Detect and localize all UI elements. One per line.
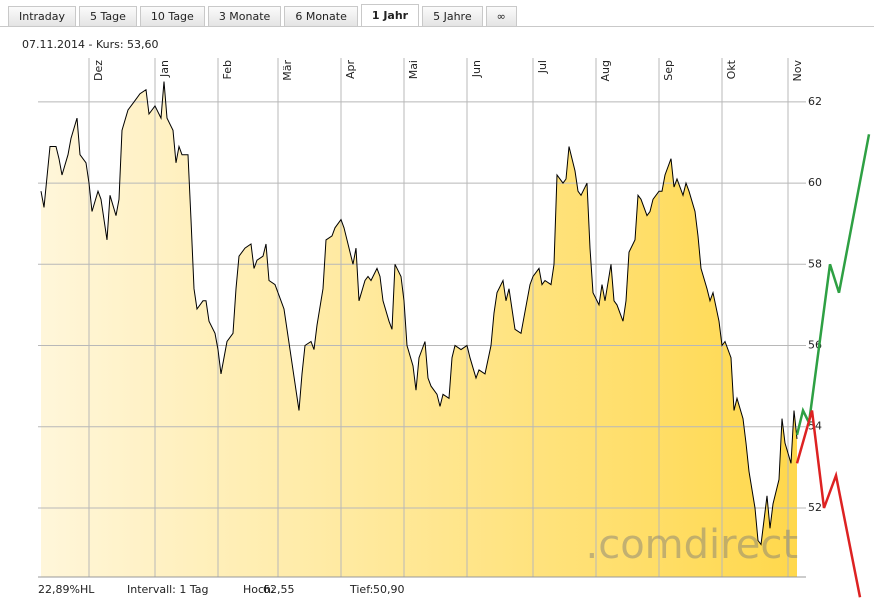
tab[interactable]: 6 Monate <box>284 6 358 26</box>
x-tick-label: Apr <box>344 60 357 80</box>
tab[interactable]: 3 Monate <box>207 6 282 26</box>
x-tick-label: Okt <box>725 59 738 79</box>
projection-line <box>795 134 871 436</box>
tab[interactable]: 5 Jahre <box>422 6 483 26</box>
tab-line <box>0 26 874 27</box>
footer-hl: 22,89%HL <box>38 583 95 596</box>
x-tick-label: Sep <box>662 60 675 81</box>
tab[interactable]: ∞ <box>485 6 517 26</box>
watermark: .comdirect <box>586 522 799 568</box>
x-tick-label: Mär <box>281 60 294 81</box>
projection-line <box>795 410 862 598</box>
footer-high-label: Hoch: <box>243 583 275 596</box>
footer-interval: Intervall: 1 Tag <box>127 583 209 596</box>
x-tick-label: Dez <box>92 60 105 81</box>
footer-low-label: Tief: <box>349 583 373 596</box>
y-tick-label: 58 <box>808 257 822 270</box>
x-tick-label: Jul <box>536 60 549 74</box>
x-tick-label: Jan <box>158 60 171 78</box>
x-tick-label: Mai <box>407 60 420 79</box>
y-tick-label: 60 <box>808 176 822 189</box>
x-tick-label: Feb <box>221 60 234 79</box>
x-tick-label: Nov <box>791 60 804 82</box>
price-line <box>40 81 798 546</box>
x-tick-label: Jun <box>470 60 483 78</box>
tab[interactable]: 5 Tage <box>79 6 137 26</box>
y-tick-label: 62 <box>808 95 822 108</box>
footer-high: 62,55 <box>263 583 295 596</box>
y-tick-label: 52 <box>808 501 822 514</box>
tab-bar: Intraday 5 Tage 10 Tage 3 Monate 6 Monate 1 J… <box>8 4 517 27</box>
x-tick-label: Aug <box>599 60 612 81</box>
tab[interactable]: 10 Tage <box>139 6 205 26</box>
area-fill <box>41 81 797 577</box>
tab[interactable]: Intraday <box>8 6 77 26</box>
header: 07.11.2014 - Kurs: 53,60 <box>22 38 159 51</box>
footer-low: 50,90 <box>373 583 405 596</box>
tab[interactable]: 1 Jahr <box>360 4 420 26</box>
